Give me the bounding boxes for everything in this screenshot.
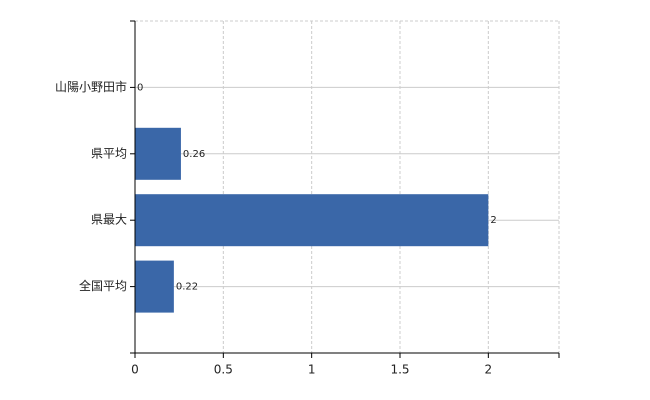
value-label: 0.22 <box>176 282 198 293</box>
y-tick-label: 山陽小野田市 <box>55 79 127 94</box>
x-tick-label: 2 <box>485 363 493 377</box>
x-tick-label: 1.5 <box>390 363 409 377</box>
y-tick-label: 全国平均 <box>79 278 127 293</box>
bar <box>135 194 489 247</box>
y-tick-label: 県平均 <box>91 146 127 160</box>
bar <box>135 260 174 313</box>
value-label: 0.26 <box>183 149 205 160</box>
value-label: 2 <box>490 215 496 226</box>
y-tick-label: 県最大 <box>91 213 127 227</box>
value-label: 0 <box>137 82 143 93</box>
x-tick-label: 1 <box>308 363 316 377</box>
bar <box>135 127 181 180</box>
x-tick-label: 0 <box>131 363 139 377</box>
x-tick-label: 0.5 <box>214 363 233 377</box>
